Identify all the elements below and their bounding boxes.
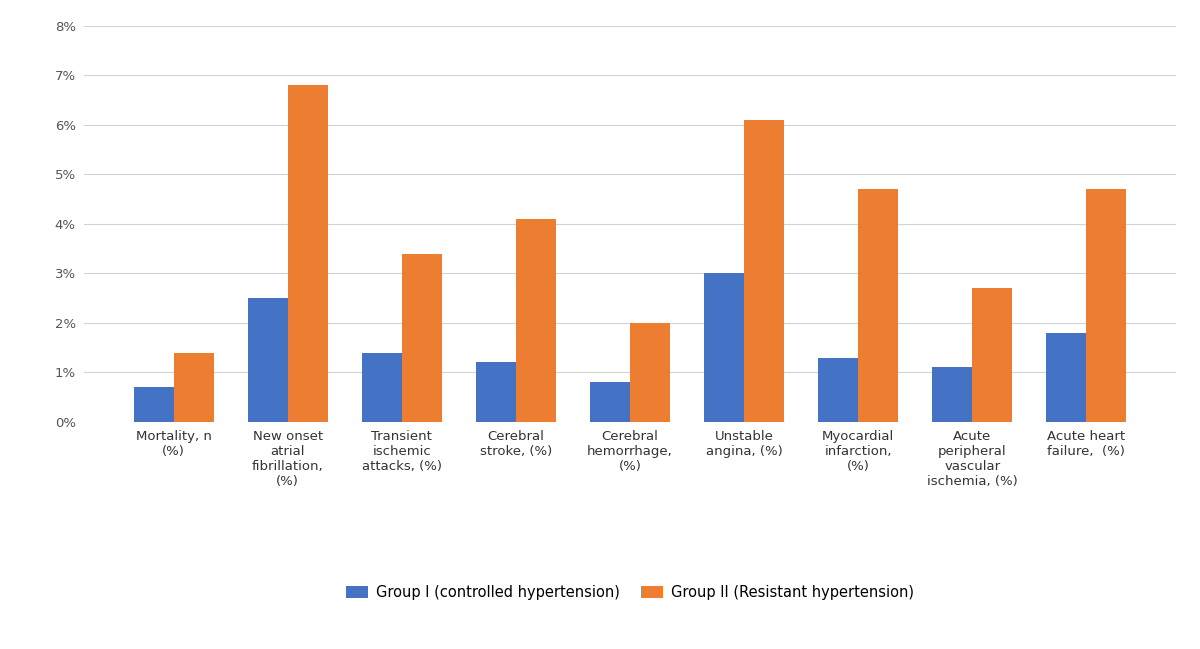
Bar	[247, 298, 288, 422]
Bar	[362, 352, 402, 422]
Bar	[516, 219, 556, 422]
Bar	[744, 120, 784, 422]
Bar	[476, 362, 516, 422]
Bar	[704, 273, 744, 422]
Bar	[288, 85, 328, 422]
Bar	[402, 254, 442, 422]
Bar	[590, 382, 630, 422]
Bar	[1086, 190, 1127, 422]
Bar	[818, 358, 858, 422]
Bar	[174, 352, 214, 422]
Bar	[1046, 333, 1086, 422]
Bar	[858, 190, 898, 422]
Legend: Group I (controlled hypertension), Group II (Resistant hypertension): Group I (controlled hypertension), Group…	[341, 580, 919, 606]
Bar	[932, 367, 972, 422]
Bar	[133, 387, 174, 422]
Bar	[972, 288, 1013, 422]
Bar	[630, 323, 670, 422]
